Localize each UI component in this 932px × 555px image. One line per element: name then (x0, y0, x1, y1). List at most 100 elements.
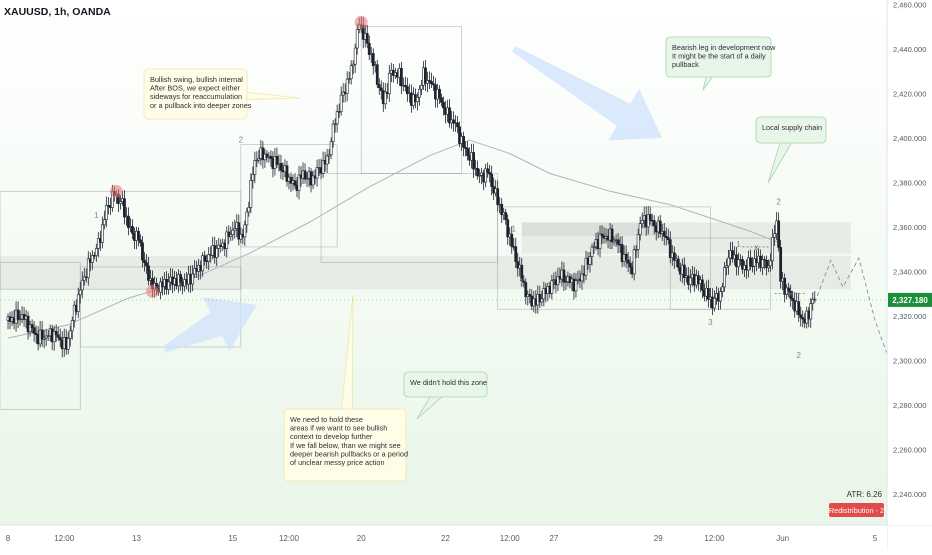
callout-text-1-0: Bearish leg in development now (672, 43, 776, 52)
candle-body (458, 126, 461, 144)
candle-body (506, 219, 510, 238)
candle-body (66, 338, 70, 350)
y-tick-label: 2,400.000 (893, 134, 926, 143)
candle-body (658, 220, 662, 234)
candle-body (201, 255, 205, 272)
candle-body (799, 314, 803, 318)
candle-body (305, 178, 309, 180)
candle-body (207, 254, 211, 262)
candle-body (245, 211, 249, 226)
candle-body (416, 96, 419, 103)
candle-body (167, 281, 170, 290)
swing-point-marker-0 (109, 184, 123, 198)
swing-label-3: 1 (520, 278, 525, 287)
candle-body (632, 249, 636, 275)
candle-body (620, 244, 624, 262)
candle-body (638, 223, 642, 235)
candle-body (488, 172, 492, 175)
candle-body (137, 230, 140, 241)
candle-body (18, 318, 22, 321)
candle-body (737, 259, 740, 268)
candle-body (179, 274, 183, 283)
candle-body (229, 234, 233, 237)
candle-body (30, 324, 34, 328)
candle-body (102, 219, 106, 226)
candle-body (90, 255, 94, 263)
y-tick-label: 2,260.000 (893, 445, 926, 454)
candle-body (329, 141, 333, 156)
callout-text-1-1: It might be the start of a daily (672, 52, 766, 61)
candle-body (538, 294, 542, 303)
candle-body (516, 261, 520, 269)
last-price-label: 2,327.180 (892, 296, 928, 305)
candle-body (779, 247, 783, 282)
candle-body (442, 102, 445, 109)
projection-path (814, 256, 888, 354)
callout-box-inner-3 (405, 373, 486, 396)
callout-text-1-2: pullback (672, 60, 699, 69)
candle-body (540, 298, 544, 303)
candle-body (303, 170, 307, 180)
y-tick-label: 2,320.000 (893, 312, 926, 321)
candle-body (438, 88, 441, 99)
candle-body (96, 238, 100, 249)
candle-body (231, 229, 235, 235)
candle-body (72, 304, 76, 321)
candle-body (351, 63, 355, 67)
candle-body (432, 83, 435, 86)
candle-body (78, 289, 82, 296)
candle-body (456, 122, 459, 128)
candle-body (801, 317, 805, 320)
redistribution-tag (829, 503, 884, 517)
range-box-6 (497, 206, 711, 310)
candle-body (249, 180, 253, 208)
candle-body (706, 287, 710, 300)
swing-label-5: 1 (736, 240, 741, 249)
candle-body (269, 155, 273, 159)
candle-body (424, 67, 427, 84)
candle-body (464, 147, 467, 149)
candle-body (275, 156, 279, 165)
candle-body (562, 269, 566, 283)
candle-body (584, 257, 588, 276)
candle-body (28, 324, 32, 333)
candle-body (279, 163, 283, 171)
candle-body (640, 220, 644, 224)
callout-text-0-0: Bullish swing, bullish internal (150, 75, 243, 84)
callout-box-inner-0 (145, 70, 246, 118)
candle-body (700, 279, 704, 291)
candle-body (203, 255, 207, 262)
candle-body (636, 234, 640, 250)
candle-body (440, 97, 443, 103)
candle-body (612, 240, 616, 243)
candle-body (610, 228, 614, 243)
candle-body (315, 167, 319, 179)
candle-body (761, 259, 764, 268)
candle-body (237, 222, 241, 240)
candle-body (592, 246, 596, 248)
callout-text-3-0: We didn't hold this zone (410, 378, 487, 387)
candle-body (524, 282, 528, 298)
candle-body (403, 84, 407, 87)
candle-body (139, 239, 142, 244)
candle-body (225, 231, 229, 249)
candle-body (143, 259, 146, 263)
candle-body (771, 236, 775, 262)
swing-label-0: 1 (94, 211, 99, 220)
candle-body (462, 136, 465, 148)
candle-body (52, 331, 56, 343)
callout-text-4-4: deeper bearish pullbacks or a period (290, 449, 408, 458)
range-box-3 (240, 144, 338, 248)
candle-body (285, 165, 289, 182)
candle-body (765, 260, 768, 269)
candle-body (321, 160, 325, 174)
candle-body (490, 173, 494, 187)
candle-body (564, 281, 568, 283)
candle-body (131, 226, 134, 234)
redistribution-label: Redistribution - 2 (829, 506, 884, 515)
y-tick-label: 2,360.000 (893, 223, 926, 232)
candle-body (42, 337, 46, 340)
candle-body (379, 87, 383, 91)
